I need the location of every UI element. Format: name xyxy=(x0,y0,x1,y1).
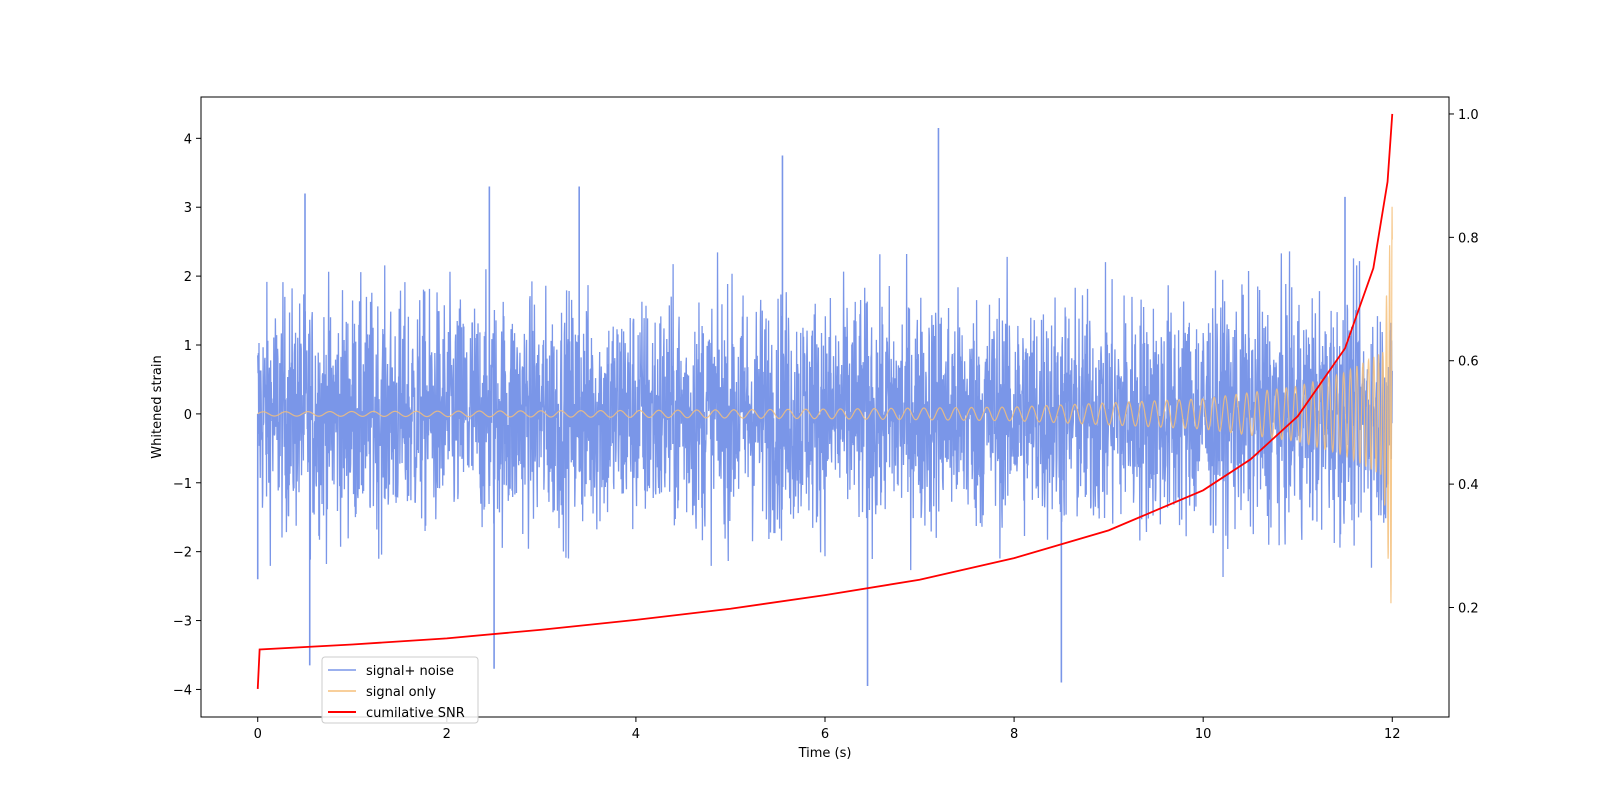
y-tick-label: 0 xyxy=(184,408,192,423)
signal-series-line xyxy=(257,206,1393,604)
y-tick-label: −2 xyxy=(173,546,192,561)
legend-label: signal only xyxy=(366,685,436,700)
y-tick-label: 2 xyxy=(184,270,192,285)
x-tick-label: 12 xyxy=(1384,727,1401,742)
legend-label: cumilative SNR xyxy=(366,706,465,721)
legend: signal+ noise signal only cumilative SNR xyxy=(321,656,479,724)
snr-series-line xyxy=(256,113,1394,689)
x-tick-label: 8 xyxy=(1010,727,1018,742)
y-tick-label: −4 xyxy=(173,683,192,698)
legend-label: signal+ noise xyxy=(366,664,454,679)
x-axis-label: Time (s) xyxy=(798,746,852,761)
legend-box xyxy=(321,656,479,724)
y-tick-label: 4 xyxy=(184,132,192,147)
noise-series-line xyxy=(257,251,1393,577)
x-tick-label: 6 xyxy=(821,727,829,742)
y-tick-label: 1 xyxy=(184,339,192,354)
x-tick-label: 10 xyxy=(1195,727,1212,742)
y-axis-label: Whitened strain xyxy=(150,355,165,458)
y2-tick-label: 0.2 xyxy=(1458,601,1479,616)
y-tick-label: −1 xyxy=(173,477,192,492)
x-tick-label: 4 xyxy=(632,727,640,742)
y2-tick-label: 0.4 xyxy=(1458,478,1479,493)
x-tick-label: 0 xyxy=(254,727,262,742)
y2-tick-label: 0.8 xyxy=(1458,231,1479,246)
y2-tick-label: 1.0 xyxy=(1458,108,1479,123)
y-tick-label: −3 xyxy=(173,615,192,630)
x-tick-label: 2 xyxy=(443,727,451,742)
y2-tick-label: 0.6 xyxy=(1458,355,1479,370)
plot-area xyxy=(256,113,1394,689)
y-tick-label: 3 xyxy=(184,201,192,216)
